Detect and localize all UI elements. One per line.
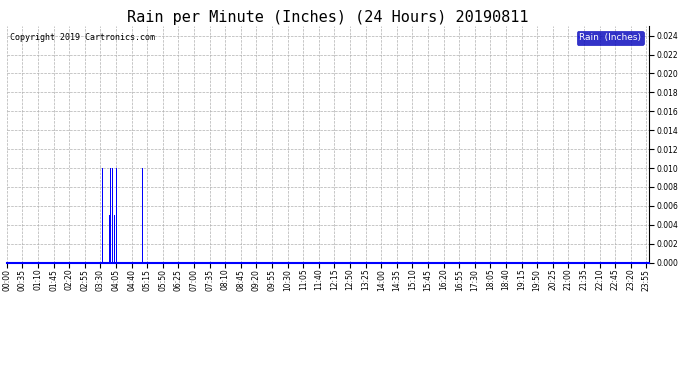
Legend: Rain  (Inches): Rain (Inches)	[577, 31, 644, 45]
Text: Copyright 2019 Cartronics.com: Copyright 2019 Cartronics.com	[10, 33, 155, 42]
Title: Rain per Minute (Inches) (24 Hours) 20190811: Rain per Minute (Inches) (24 Hours) 2019…	[127, 10, 529, 25]
